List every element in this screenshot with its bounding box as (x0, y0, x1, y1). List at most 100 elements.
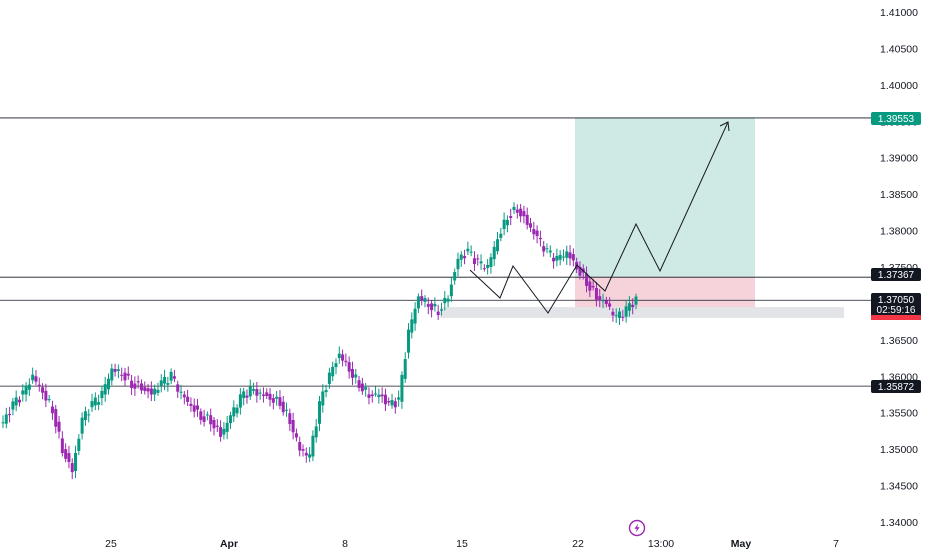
candle-body (41, 387, 45, 393)
time-axis[interactable]: 25 Apr 8 15 22 13:00 May 7 (105, 538, 839, 550)
candle-body (288, 413, 292, 424)
candle-body (459, 254, 463, 260)
candle-body (416, 296, 420, 309)
candle-body (14, 397, 18, 406)
candle-body (591, 285, 595, 288)
pattern-zigzag-line[interactable] (469, 121, 729, 314)
candle-body (97, 402, 101, 405)
candle-body (169, 371, 173, 381)
candle-body (166, 383, 170, 385)
candle-body (67, 453, 71, 462)
candle-body (172, 376, 176, 379)
candle-body (146, 388, 150, 392)
target-zone[interactable] (575, 117, 755, 277)
candle-body (50, 406, 54, 414)
candle-body (235, 407, 239, 414)
candle-body (354, 374, 358, 378)
candle-body (621, 316, 625, 318)
candle-body (525, 214, 529, 225)
candle-body (439, 309, 443, 311)
candle-body (469, 251, 473, 253)
date-tick-label: 25 (105, 538, 117, 550)
candle-body (383, 394, 387, 405)
candle-body (252, 389, 256, 391)
candle-body (242, 391, 246, 399)
stop-zone[interactable] (575, 276, 755, 311)
date-tick-label: 8 (342, 538, 348, 550)
candle-body (341, 354, 345, 361)
candle-body (387, 401, 391, 403)
current-price-tag: 1.37050 02:59:16 (871, 293, 921, 317)
candle-body (100, 390, 104, 399)
candle-body (594, 287, 598, 300)
candle-body (308, 454, 312, 458)
candle-body (107, 378, 110, 390)
candle-body (321, 391, 325, 406)
candle-body (601, 299, 605, 302)
price-tick-label: 1.34000 (880, 517, 918, 529)
candle-body (410, 319, 414, 333)
target-price-tag: 1.39553 (871, 112, 921, 125)
candle-body (370, 394, 374, 397)
candle-body (482, 268, 486, 270)
candle-body (149, 388, 153, 395)
candle-body (327, 372, 331, 384)
candle-body (179, 391, 183, 393)
candle-body (552, 257, 556, 262)
candle-body (367, 394, 371, 398)
candle-body (407, 329, 411, 353)
candle-body (433, 303, 437, 307)
candle-body (143, 387, 147, 391)
candle-body (509, 216, 513, 218)
candle-body (219, 427, 223, 437)
candle-body (532, 229, 536, 235)
candle-body (199, 411, 203, 420)
candle-body (113, 369, 117, 372)
candle-body (120, 374, 124, 376)
resistance-price-label: 1.37367 (878, 270, 915, 281)
candle-body (60, 438, 64, 453)
candle-body (116, 369, 120, 371)
candle-body (189, 403, 193, 406)
date-tick-label: 13:00 (648, 538, 674, 550)
candle-body (228, 415, 232, 424)
candle-body (350, 369, 354, 378)
candle-body (255, 389, 259, 396)
candle-body (578, 267, 582, 276)
candle-body (489, 257, 493, 267)
candle-body (426, 304, 430, 307)
candle-body (182, 394, 186, 398)
candle-body (634, 296, 638, 305)
candle-body (542, 246, 546, 252)
candle-body (153, 388, 157, 395)
candle-body (258, 392, 262, 394)
price-tick-label: 1.40000 (880, 80, 918, 92)
candle-body (285, 409, 289, 411)
lightning-icon[interactable] (628, 519, 646, 537)
candle-body (611, 311, 615, 316)
candle-body (301, 449, 305, 451)
candle-body (364, 387, 368, 390)
support-zone[interactable] (440, 307, 844, 318)
candle-body (271, 398, 275, 403)
candle-body (314, 426, 318, 438)
projection-arrowhead (719, 121, 730, 132)
candle-body (588, 281, 592, 291)
candle-body (24, 385, 28, 395)
candle-body (156, 389, 160, 393)
candle-body (136, 381, 140, 383)
candle-body (453, 272, 457, 281)
candle-body (245, 395, 249, 398)
candle-body (608, 303, 612, 307)
candle-body (90, 401, 94, 408)
candle-body (291, 420, 295, 433)
candle-body (77, 438, 81, 451)
support-price-label: 1.35872 (878, 382, 915, 393)
candle-body (357, 380, 361, 388)
candle-body (27, 384, 31, 390)
candle-body (571, 254, 575, 261)
candle-body (298, 442, 302, 451)
price-tick-label: 1.39000 (880, 153, 918, 165)
